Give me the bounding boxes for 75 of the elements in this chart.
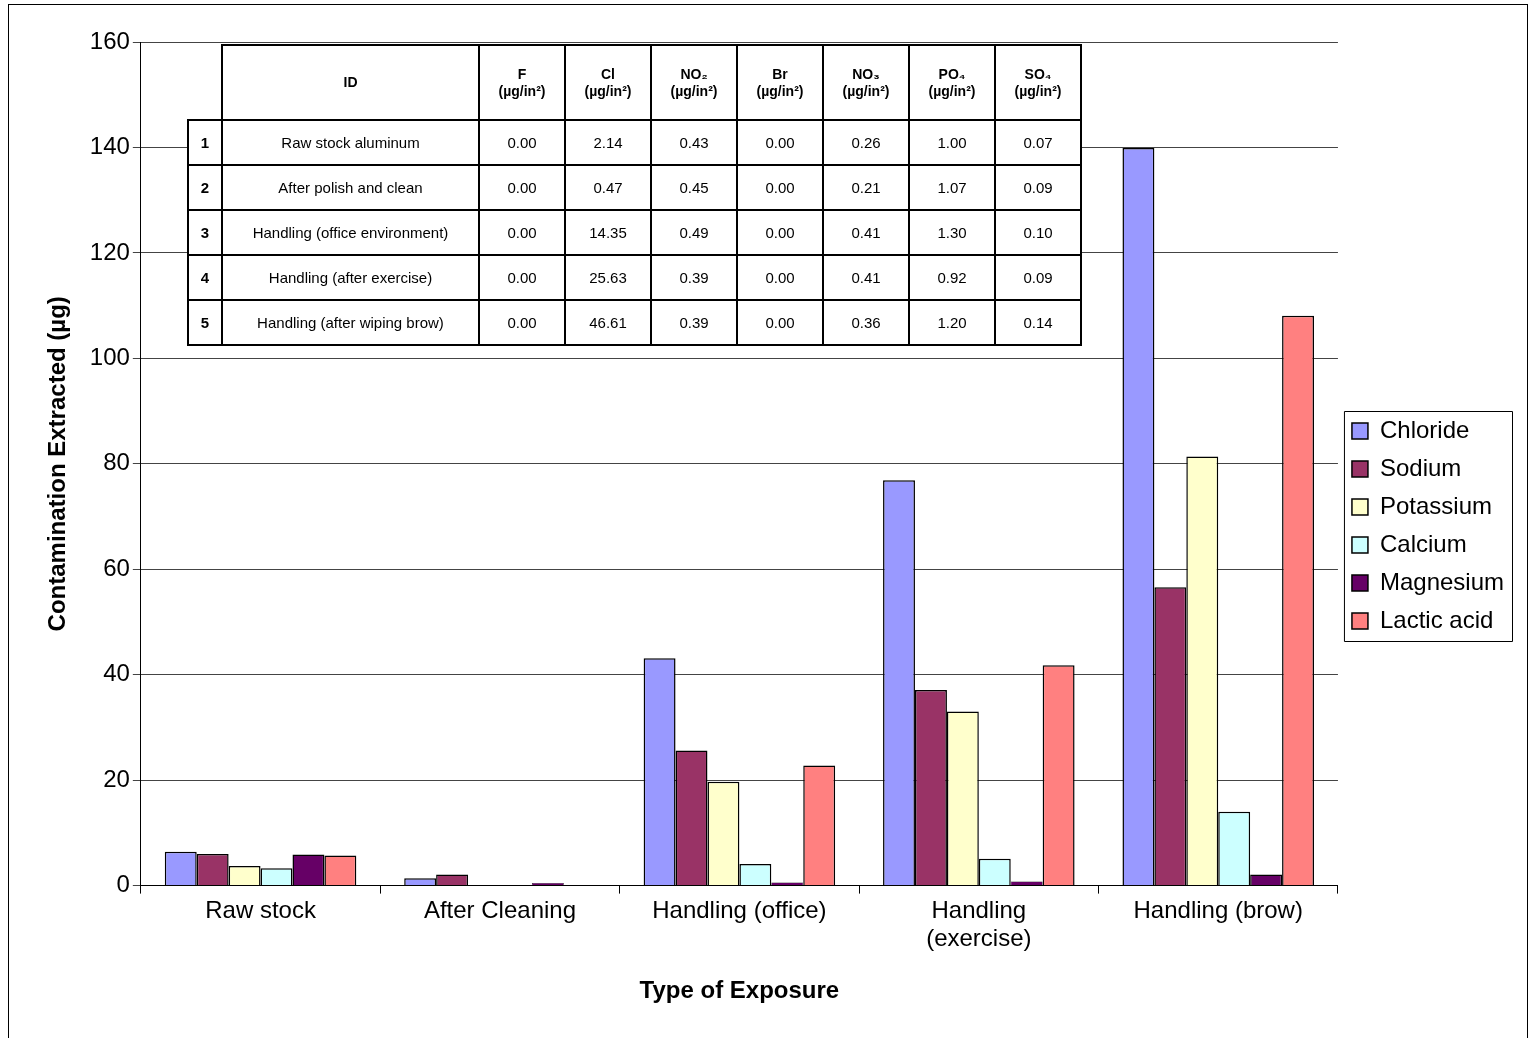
y2-tick-label: 4 (188, 255, 222, 300)
y-tick-label: 40 (103, 659, 130, 687)
legend-label: Chloride (1379, 415, 1470, 443)
data-label: 0.39 (651, 300, 737, 345)
x-tick-label: NO₃ (µg/in²) (842, 65, 890, 100)
x-tick-label: Handling (office) (652, 895, 827, 923)
x-tick-label: Cl (µg/in²) (584, 65, 632, 100)
y-tick-label: Handling (office environment) (222, 210, 479, 255)
data-label: 0.36 (823, 300, 909, 345)
data-label: 0.26 (823, 120, 909, 165)
y2-tick-label: 3 (188, 210, 222, 255)
x-tick-label: After Cleaning (423, 895, 577, 923)
data-label: 1.30 (909, 210, 995, 255)
data-label: 14.35 (565, 210, 651, 255)
data-label: 1.00 (909, 120, 995, 165)
data-label: 0.00 (737, 255, 823, 300)
x-tick-label: Br (µg/in²) (756, 65, 804, 100)
x-tick-label: NO₂ (µg/in²) (670, 65, 718, 100)
data-label: 0.00 (479, 300, 565, 345)
x-tick-label: Handling (brow) (1133, 895, 1303, 923)
data-label: 0.49 (651, 210, 737, 255)
data-label: 0.00 (737, 120, 823, 165)
y-tick-label: 140 (89, 132, 130, 160)
data-label: 0.00 (479, 165, 565, 210)
data-label: 0.00 (737, 165, 823, 210)
y-tick-label: 120 (89, 237, 130, 265)
y-tick-label: 80 (103, 448, 130, 476)
data-label: 1.20 (909, 300, 995, 345)
legend-label: Calcium (1379, 529, 1467, 557)
data-label: 0.00 (737, 210, 823, 255)
data-label: 2.14 (565, 120, 651, 165)
data-label: 0.45 (651, 165, 737, 210)
y-tick-label: 100 (89, 342, 130, 370)
data-label: 0.00 (737, 300, 823, 345)
data-label: 0.14 (995, 300, 1081, 345)
y-axis-title: Contamination Extracted (µg) (43, 296, 71, 632)
data-label: 0.92 (909, 255, 995, 300)
data-label: 0.00 (479, 120, 565, 165)
x-tick-label: SO₄ (µg/in²) (1014, 65, 1062, 100)
y-tick-label: 60 (103, 553, 130, 581)
data-label: 0.07 (995, 120, 1081, 165)
y-tick-label: Handling (after exercise) (222, 255, 479, 300)
legend-label: Potassium (1379, 491, 1492, 519)
legend-label: Magnesium (1379, 567, 1505, 595)
data-label: 0.10 (995, 210, 1081, 255)
y2-tick-label: 1 (188, 120, 222, 165)
data-label: 0.41 (823, 255, 909, 300)
data-label: 0.00 (479, 255, 565, 300)
y-tick-label: 160 (89, 26, 130, 54)
x-axis-title: Type of Exposure (639, 976, 840, 1004)
data-label: 25.63 (565, 255, 651, 300)
data-label: 0.41 (823, 210, 909, 255)
legend-label: Lactic acid (1379, 605, 1494, 633)
y-tick-label: 20 (103, 764, 130, 792)
data-label: 0.00 (479, 210, 565, 255)
data-label: 1.07 (909, 165, 995, 210)
y2-axis-title: ID (222, 45, 479, 120)
data-label: 0.21 (823, 165, 909, 210)
data-label: 0.09 (995, 165, 1081, 210)
y-tick-label: 0 (116, 870, 130, 898)
x-tick-label: Raw stock (205, 895, 317, 923)
data-label: 0.47 (565, 165, 651, 210)
data-label: 0.39 (651, 255, 737, 300)
data-label: 46.61 (565, 300, 651, 345)
legend-label: Sodium (1379, 453, 1462, 481)
y-tick-label: Handling (after wiping brow) (222, 300, 479, 345)
x-tick-label: PO₄ (µg/in²) (928, 65, 976, 100)
y-tick-label: Raw stock aluminum (222, 120, 479, 165)
x-tick-label: Handling (exercise) (926, 895, 1032, 952)
y-tick-label: After polish and clean (222, 165, 479, 210)
data-label: 0.09 (995, 255, 1081, 300)
y2-tick-label: 2 (188, 165, 222, 210)
x-tick-label: F (µg/in²) (498, 65, 546, 100)
data-label: 0.43 (651, 120, 737, 165)
y2-tick-label: 5 (188, 300, 222, 345)
